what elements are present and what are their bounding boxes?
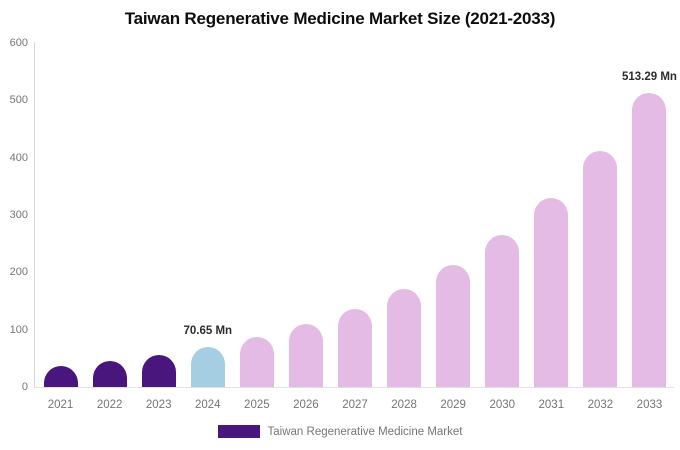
bar-slot [281,43,330,387]
bar-slot [576,43,625,387]
bar-2031 [534,197,569,387]
bar-slot [380,43,429,387]
bar-slot [85,43,134,387]
y-axis-line [34,42,35,388]
y-tick-label: 0 [21,381,28,393]
y-tick-label: 200 [9,266,28,279]
bar-2022 [92,360,127,387]
x-tick-label: 2030 [489,399,516,411]
bar-2021 [43,366,78,387]
legend-swatch-icon [217,425,260,438]
bar-slot: 513.29 Mn [621,43,677,387]
bar-2029 [436,265,471,387]
bar-2023 [141,354,176,387]
x-tick-label: 2024 [194,399,221,411]
bar-slot [232,43,281,387]
data-label-2033: 513.29 Mn [621,70,677,83]
x-tick-label: 2029 [440,399,466,411]
bar-2026 [288,324,323,387]
x-tick-label: 2021 [47,399,74,411]
bar-2033 [632,92,667,387]
x-tick-label: 2028 [391,399,417,411]
bar-2024 [190,346,225,387]
x-tick-label: 2025 [244,399,270,411]
bar-slot [429,43,478,387]
chart-title: Taiwan Regenerative Medicine Market Size… [124,9,556,28]
y-tick-label: 400 [9,151,28,164]
bar-2027 [338,308,372,387]
x-axis-labels: 2021 2022 2023 2024 2025 2026 2027 2028 2029 2030… [36,398,674,413]
legend: Taiwan Regenerative Medicine Market [0,425,680,438]
bar-slot [330,43,379,387]
plot-area: 70.65 Mn 513.29 Mn [36,43,677,387]
bar-slot [36,43,85,387]
bar-2028 [387,289,422,387]
x-tick-label: 2026 [293,399,319,411]
y-tick-label: 600 [9,37,28,49]
data-label-2024: 70.65 Mn [183,324,233,337]
x-tick-label: 2027 [342,399,368,411]
y-tick-label: 300 [9,209,28,221]
x-tick-label: 2023 [145,399,172,411]
legend-label: Taiwan Regenerative Medicine Market [267,425,463,438]
x-tick-label: 2032 [587,399,614,411]
bar-2025 [239,336,274,387]
legend-item[interactable]: Taiwan Regenerative Medicine Market [217,425,463,438]
x-axis-line [34,387,674,388]
x-tick-label: 2022 [96,399,123,411]
y-tick-label: 500 [9,94,28,107]
bar-slot [134,43,183,387]
x-tick-label: 2033 [636,399,663,411]
bar-slot [527,43,576,387]
y-tick-label: 100 [9,323,28,336]
bar-slot: 70.65 Mn [183,43,232,387]
bar-2030 [485,235,520,387]
bar-2032 [583,150,618,387]
x-tick-label: 2031 [538,399,565,411]
bar-slot [478,43,527,387]
